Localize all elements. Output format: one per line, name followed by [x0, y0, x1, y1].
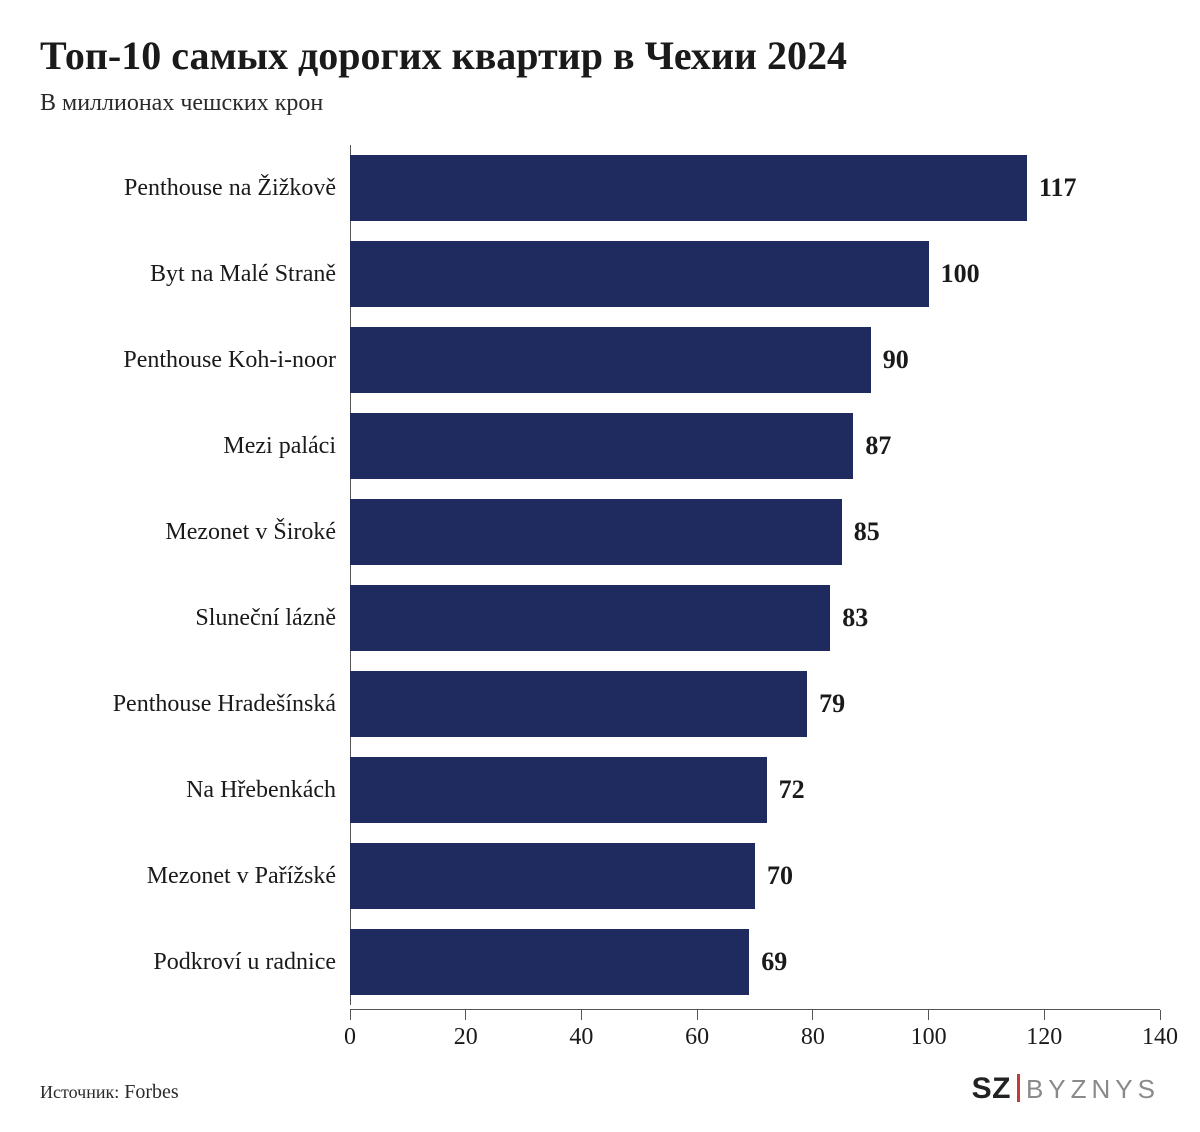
bar — [350, 585, 830, 651]
value-label: 90 — [883, 345, 909, 375]
tick-label: 60 — [685, 1024, 709, 1051]
bar-track: 100 — [350, 231, 1160, 317]
chart-plot-area: Penthouse na Žižkově 117 Byt na Malé Stran… — [40, 145, 1160, 1005]
brand-divider — [1017, 1074, 1020, 1102]
value-label: 79 — [819, 689, 845, 719]
bar — [350, 929, 749, 995]
category-label: Na Hřebenkách — [40, 777, 350, 804]
x-tick: 60 — [685, 1010, 709, 1051]
source-prefix: Источник: — [40, 1082, 119, 1102]
x-tick: 0 — [344, 1010, 356, 1051]
tick-mark — [581, 1010, 582, 1020]
tick-label: 140 — [1142, 1024, 1178, 1051]
tick-mark — [812, 1010, 813, 1020]
tick-label: 0 — [344, 1024, 356, 1051]
tick-mark — [465, 1010, 466, 1020]
brand-main: SZ — [972, 1072, 1011, 1106]
bar-track: 83 — [350, 575, 1160, 661]
bar — [350, 327, 871, 393]
value-label: 85 — [854, 517, 880, 547]
source-name: Forbes — [124, 1081, 178, 1103]
tick-mark — [1044, 1010, 1045, 1020]
x-tick: 100 — [911, 1010, 947, 1051]
chart-container: Топ-10 самых дорогих квартир в Чехии 202… — [0, 0, 1200, 1057]
bar — [350, 241, 929, 307]
value-label: 69 — [761, 947, 787, 977]
bar-track: 87 — [350, 403, 1160, 489]
tick-mark — [697, 1010, 698, 1020]
value-label: 70 — [767, 861, 793, 891]
x-axis-track: 020406080100120140 — [350, 1009, 1160, 1057]
bar-track: 70 — [350, 833, 1160, 919]
bar-row: Na Hřebenkách 72 — [40, 747, 1160, 833]
x-tick: 40 — [569, 1010, 593, 1051]
chart-subtitle: В миллионах чешских крон — [40, 90, 1160, 117]
bar-row: Mezi paláci 87 — [40, 403, 1160, 489]
bar — [350, 757, 767, 823]
x-tick: 140 — [1142, 1010, 1178, 1051]
category-label: Mezi paláci — [40, 433, 350, 460]
bar-row: Byt na Malé Straně 100 — [40, 231, 1160, 317]
x-tick: 20 — [454, 1010, 478, 1051]
x-tick: 120 — [1026, 1010, 1062, 1051]
category-label: Mezonet v Široké — [40, 519, 350, 546]
tick-label: 80 — [801, 1024, 825, 1051]
x-axis: 020406080100120140 — [40, 1009, 1160, 1057]
tick-label: 100 — [911, 1024, 947, 1051]
value-label: 83 — [842, 603, 868, 633]
bar-row: Mezonet v Široké 85 — [40, 489, 1160, 575]
bar — [350, 413, 853, 479]
bar-row: Penthouse Koh-i-noor 90 — [40, 317, 1160, 403]
bar — [350, 671, 807, 737]
bar-row: Penthouse na Žižkově 117 — [40, 145, 1160, 231]
chart-footer: Источник: Forbes SZ BYZNYS — [40, 1070, 1160, 1106]
tick-mark — [928, 1010, 929, 1020]
tick-label: 20 — [454, 1024, 478, 1051]
bar-row: Podkroví u radnice 69 — [40, 919, 1160, 1005]
category-label: Podkroví u radnice — [40, 949, 350, 976]
bar-row: Sluneční lázně 83 — [40, 575, 1160, 661]
bar-row: Penthouse Hradešínská 79 — [40, 661, 1160, 747]
value-label: 100 — [941, 259, 980, 289]
category-label: Penthouse Koh-i-noor — [40, 347, 350, 374]
bar-chart: Penthouse na Žižkově 117 Byt na Malé Stran… — [40, 145, 1160, 1057]
axis-gutter — [40, 1009, 350, 1057]
chart-title: Топ-10 самых дорогих квартир в Чехии 202… — [40, 32, 1160, 80]
tick-label: 120 — [1026, 1024, 1062, 1051]
tick-mark — [350, 1010, 351, 1020]
brand-logo: SZ BYZNYS — [972, 1070, 1160, 1106]
bar-track: 117 — [350, 145, 1160, 231]
tick-label: 40 — [569, 1024, 593, 1051]
value-label: 72 — [779, 775, 805, 805]
bar-track: 79 — [350, 661, 1160, 747]
source-line: Источник: Forbes — [40, 1081, 179, 1104]
category-label: Byt na Malé Straně — [40, 261, 350, 288]
value-label: 87 — [865, 431, 891, 461]
bar-track: 90 — [350, 317, 1160, 403]
bar — [350, 155, 1027, 221]
category-label: Mezonet v Pařížské — [40, 863, 350, 890]
bar-rows: Penthouse na Žižkově 117 Byt na Malé Stran… — [40, 145, 1160, 1005]
category-label: Penthouse na Žižkově — [40, 175, 350, 202]
category-label: Penthouse Hradešínská — [40, 691, 350, 718]
x-tick: 80 — [801, 1010, 825, 1051]
bar-track: 85 — [350, 489, 1160, 575]
bar-track: 69 — [350, 919, 1160, 1005]
brand-sub: BYZNYS — [1026, 1074, 1160, 1105]
bar — [350, 843, 755, 909]
bar-row: Mezonet v Pařížské 70 — [40, 833, 1160, 919]
bar — [350, 499, 842, 565]
category-label: Sluneční lázně — [40, 605, 350, 632]
tick-mark — [1160, 1010, 1161, 1020]
value-label: 117 — [1039, 173, 1077, 203]
bar-track: 72 — [350, 747, 1160, 833]
